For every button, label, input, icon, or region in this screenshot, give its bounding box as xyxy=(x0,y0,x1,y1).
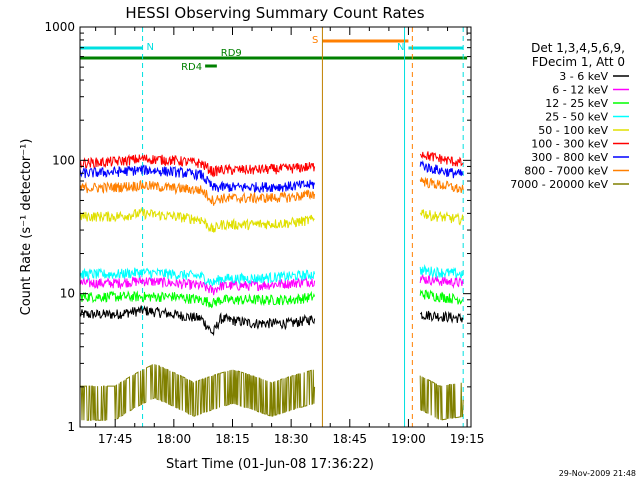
legend-label: 6 - 12 keV xyxy=(552,84,608,97)
legend-label: 300 - 800 keV xyxy=(531,151,608,164)
x-tick-label: 18:45 xyxy=(332,432,367,446)
legend-label: 50 - 100 keV xyxy=(538,124,608,137)
vertical-markers-group xyxy=(79,27,464,427)
generation-timestamp: 29-Nov-2009 21:48 xyxy=(559,469,636,478)
plot-frame xyxy=(79,26,472,428)
axis-ticks-group: 17:45 18:00 18:15 18:30 18:45 19:00 19:15 1 10 10… xyxy=(44,20,484,446)
legend-label: 100 - 300 keV xyxy=(531,138,608,151)
x-tick-label: 19:15 xyxy=(450,432,485,446)
series-line xyxy=(79,153,316,178)
series-line xyxy=(419,273,464,290)
series-line xyxy=(419,310,464,324)
legend-header-attenuator: FDecim 1, Att 0 xyxy=(532,55,625,69)
x-tick-label: 17:45 xyxy=(98,432,133,446)
series-line xyxy=(419,209,464,226)
series-line xyxy=(79,180,316,206)
series-line xyxy=(79,206,315,233)
series-line xyxy=(79,305,316,337)
x-tick-label: 18:30 xyxy=(274,432,309,446)
flag-label-s: S xyxy=(312,35,318,46)
y-axis-label: Count Rate (s⁻¹ detector⁻¹) xyxy=(19,139,34,316)
legend-label: 800 - 7000 keV xyxy=(524,165,608,178)
legend-label: 7000 - 20000 keV xyxy=(510,178,608,191)
chart-title: HESSI Observing Summary Count Rates xyxy=(125,4,424,22)
series-line xyxy=(79,290,316,309)
x-tick-label: 18:15 xyxy=(215,432,250,446)
series-line xyxy=(419,375,464,421)
flag-label-rd9: RD9 xyxy=(221,48,242,59)
x-tick-label: 18:00 xyxy=(157,432,192,446)
series-line xyxy=(419,176,464,193)
series-line xyxy=(419,289,464,305)
series-line xyxy=(79,275,316,296)
x-axis-label: Start Time (01-Jun-08 17:36:22) xyxy=(166,457,374,472)
flag-label-n: N xyxy=(397,42,404,53)
x-tick-label: 19:00 xyxy=(391,432,426,446)
series-line xyxy=(419,264,464,280)
legend-label: 3 - 6 keV xyxy=(559,70,608,83)
legend: Det 1,3,4,5,6,9, FDecim 1, Att 0 3 - 6 k… xyxy=(510,41,629,191)
legend-label: 12 - 25 keV xyxy=(545,97,608,110)
legend-label: 25 - 50 keV xyxy=(545,111,608,124)
series-line xyxy=(79,267,316,287)
series-line xyxy=(419,151,464,167)
series-group xyxy=(79,151,464,421)
plot-area: N N S RD9 RD4 17:45 18:00 18:15 18:30 18:45 19:00… xyxy=(44,20,484,446)
y-tick-label: 1000 xyxy=(44,20,75,34)
flag-label-rd4: RD4 xyxy=(181,62,202,73)
y-tick-label: 100 xyxy=(52,153,75,167)
legend-header-detectors: Det 1,3,4,5,6,9, xyxy=(531,41,625,55)
flags-group: N N S RD9 RD4 xyxy=(80,35,468,73)
series-line xyxy=(80,364,316,421)
series-line xyxy=(419,160,464,179)
y-tick-label: 1 xyxy=(67,420,75,434)
series-line xyxy=(79,164,316,194)
y-tick-label: 10 xyxy=(60,287,75,301)
flag-label-n: N xyxy=(147,42,154,53)
